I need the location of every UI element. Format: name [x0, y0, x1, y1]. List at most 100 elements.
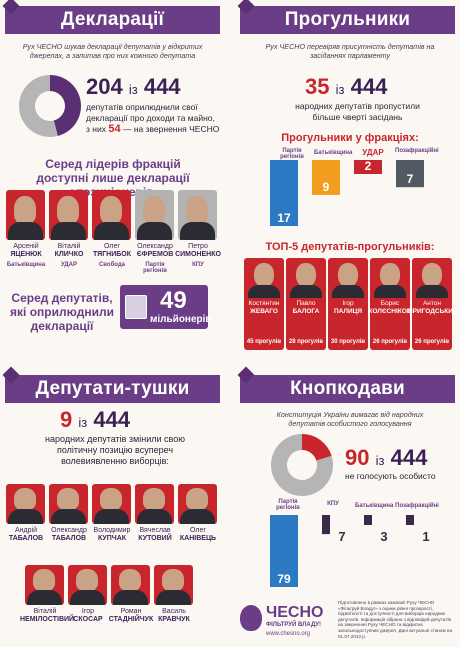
turncoat-first: Олександр — [51, 527, 87, 534]
shoulders — [27, 590, 62, 605]
declarations-desc-prefix: з них — [86, 124, 106, 134]
leader-name: Віталій КЛИЧКО — [45, 243, 93, 259]
absentees-bar-2 — [354, 160, 382, 174]
independents-logo: Позафракційні — [395, 148, 439, 154]
batkivshchyna-logo: Батьківщина — [355, 503, 394, 509]
of-label: із — [335, 82, 345, 97]
top5-card — [244, 258, 284, 350]
millionaires-text: Серед депутатів, які оприлюднили деклара… — [10, 291, 114, 333]
turncoats-count: 9 — [60, 407, 73, 432]
face — [100, 196, 122, 224]
shoulders — [416, 285, 448, 298]
shoulders — [248, 285, 280, 298]
turncoat-name: Віталій НЕМІЛОСТІВИЙ — [20, 608, 74, 624]
face — [57, 488, 79, 510]
buttonpushers-bar-label-3: 1 — [422, 529, 429, 544]
turncoat-name: Вячеслав КУТОВИЙ — [130, 527, 180, 543]
top5-first: Павло — [296, 300, 316, 307]
absentees-bar-label-2: 2 — [365, 160, 372, 173]
turncoat-name: Олег КАНІВЕЦЬ — [173, 527, 223, 543]
footer-url[interactable]: www.chesno.org — [266, 631, 311, 637]
shoulders — [290, 285, 322, 298]
party-of-regions-logo: Партія регіонів — [280, 148, 304, 160]
face — [76, 569, 98, 591]
turncoat-last: НЕМІЛОСТІВИЙ — [20, 616, 75, 623]
turncoat-photo — [135, 484, 174, 524]
footer-tagline: ФІЛЬТРУЙ ВЛАДУ! — [266, 622, 322, 628]
declarations-headline: 204 із 444 — [86, 74, 181, 100]
turncoat-name: Володимир КУПЧАК — [87, 527, 137, 543]
turncoat-last: КУПЧАК — [97, 535, 127, 542]
kpu-logo: КПУ — [327, 501, 339, 507]
face — [186, 196, 208, 224]
turncoat-name: Роман СТАДНІЙЧУК — [106, 608, 156, 624]
buttonpushers-desc: не голосують особисто — [345, 471, 436, 481]
turncoat-first: Олег — [190, 527, 206, 534]
top5-first: Ігор — [342, 300, 354, 307]
shoulders — [137, 222, 172, 240]
face — [143, 196, 165, 224]
face — [380, 263, 400, 287]
leader-name: Арсеній ЯЦЕНЮК — [2, 243, 50, 259]
turncoat-name: Олександр ТАБАЛОВ — [44, 527, 94, 543]
leader-party-logo: Свобода — [98, 262, 126, 268]
absentees-total: 444 — [350, 74, 388, 99]
of-label: із — [375, 453, 385, 468]
declarations-donut-slice-1 — [18, 75, 58, 137]
millionaires-label: мільйонерів — [150, 314, 212, 325]
top5-card — [370, 258, 410, 350]
top5-last: ЖЕВАГО — [250, 308, 278, 315]
buttonpushers-donut — [271, 434, 333, 496]
top5-absences: 26 прогулів — [414, 339, 450, 345]
buttonpushers-minibar-2 — [364, 515, 372, 525]
buttonpushers-bar-label-0: 79 — [277, 572, 291, 586]
turncoat-last: ТАБАЛОВ — [8, 535, 44, 542]
footer-note: Підготовлено в рамках кампанії Руху ЧЕСН… — [338, 600, 453, 639]
absentees-bar-label-0: 17 — [277, 211, 291, 225]
leader-first: Олександр — [137, 243, 173, 250]
shoulders — [180, 509, 215, 524]
face — [186, 488, 208, 510]
top5-absences: 45 прогулів — [246, 339, 282, 345]
turncoat-photo — [49, 484, 88, 524]
turncoat-name: Андрій ТАБАЛОВ — [1, 527, 51, 543]
top5-name: Борис КОЛЄСНІКОВ — [366, 300, 414, 316]
shoulders — [94, 509, 129, 524]
declarations-intro: Рух ЧЕСНО шукав декларації депутатів у в… — [22, 42, 203, 60]
face — [296, 263, 316, 287]
declarations-desc-count: 54 — [108, 123, 121, 135]
face — [254, 263, 274, 287]
shoulders — [8, 509, 43, 524]
shoulders — [51, 509, 86, 524]
absentees-bar-3 — [396, 160, 424, 188]
factions-heading: Прогульники у фракціях: — [281, 132, 419, 144]
top5-absences: 30 прогулів — [330, 339, 366, 345]
leader-photo — [92, 190, 131, 240]
shoulders — [51, 222, 86, 240]
leader-photo — [49, 190, 88, 240]
leader-party-logo: КПУ — [192, 262, 204, 268]
shoulders — [374, 285, 406, 298]
shoulders — [332, 285, 364, 298]
top5-first: Костянтин — [248, 300, 280, 307]
millionaires-count: 49 — [160, 287, 187, 314]
declarations-total: 444 — [143, 74, 181, 99]
section-title-absentees-text: Прогульники — [284, 9, 411, 30]
millionaires-box: 49 мільйонерів — [120, 285, 212, 329]
section-title-absentees: Прогульники — [240, 6, 455, 34]
turncoat-photo — [6, 484, 45, 524]
face — [57, 196, 79, 224]
udar-logo: УДАР — [362, 148, 384, 157]
leader-last: КЛИЧКО — [54, 251, 84, 258]
turncoat-last: КУТОВИЙ — [138, 535, 172, 542]
turncoat-last: ТАБАЛОВ — [51, 535, 87, 542]
buttonpushers-bar-label-2: 3 — [380, 529, 387, 544]
buttonpushers-donut-slice-1 — [271, 434, 333, 496]
turncoat-first: Андрій — [15, 527, 37, 534]
turncoat-photo — [92, 484, 131, 524]
face — [119, 569, 141, 591]
leader-photo — [6, 190, 45, 240]
of-label: із — [128, 82, 138, 97]
leader-first: Віталій — [57, 243, 81, 250]
shoulders — [94, 222, 129, 240]
